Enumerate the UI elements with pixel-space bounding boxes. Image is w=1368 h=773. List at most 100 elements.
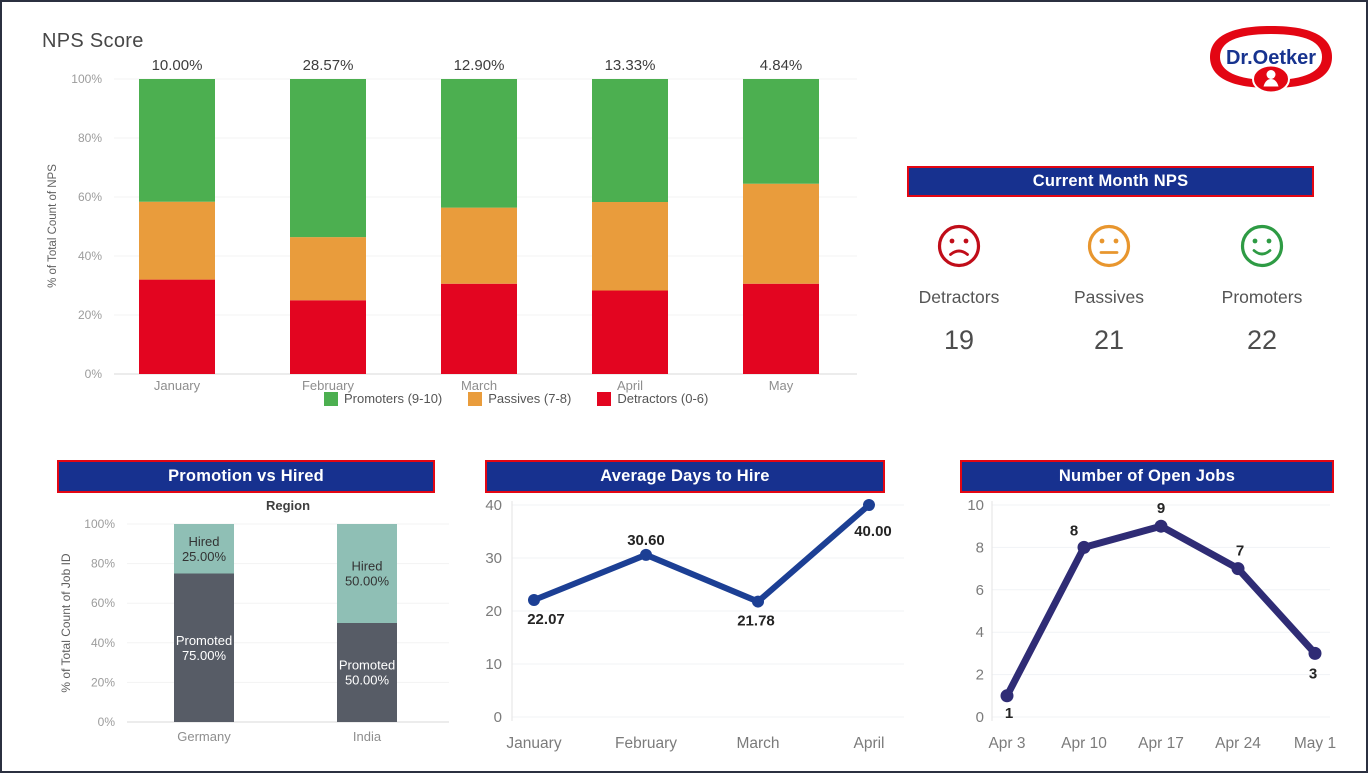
y-tick-label: 0 <box>494 709 502 726</box>
bar-segment[interactable] <box>139 279 215 374</box>
x-tick-label: Apr 10 <box>1061 735 1107 752</box>
bar-segment[interactable] <box>290 79 366 238</box>
passives-label: Passives <box>1073 287 1145 307</box>
current-month-passives: Passives 21 <box>1049 223 1169 356</box>
bar-segment[interactable] <box>743 283 819 374</box>
data-point[interactable] <box>752 595 764 608</box>
bar-total-label: 28.57% <box>303 57 354 74</box>
bar-segment[interactable] <box>592 79 668 203</box>
x-tick-label: January <box>154 378 201 393</box>
bar-segment[interactable] <box>290 300 366 374</box>
bar-segment[interactable] <box>290 237 366 301</box>
average-days-to-hire-header-text: Average Days to Hire <box>600 467 770 485</box>
promoters-happy-face-icon <box>1239 223 1285 269</box>
bar-segment[interactable] <box>174 524 234 574</box>
data-point[interactable] <box>1308 646 1322 660</box>
data-point[interactable] <box>1077 540 1091 554</box>
y-tick-label: 20% <box>91 675 115 689</box>
x-tick-label: May <box>769 378 794 393</box>
y-tick-label: 40% <box>91 636 115 650</box>
x-tick-label: Apr 24 <box>1215 735 1261 752</box>
trend-line[interactable] <box>1003 522 1319 700</box>
x-tick-label: Germany <box>177 729 231 744</box>
bar-segment[interactable] <box>139 201 215 280</box>
x-tick-label: February <box>302 378 355 393</box>
current-month-nps-header: Current Month NPS <box>907 166 1314 197</box>
segment-label: Hired 25.00% <box>182 534 227 564</box>
detractors-sad-face-icon <box>936 223 982 269</box>
trend-line[interactable] <box>531 502 872 605</box>
logo-text: Dr.Oetker <box>1226 47 1316 69</box>
x-tick-label: March <box>461 378 497 393</box>
data-point-label: 30.60 <box>627 532 665 549</box>
nps-score-title-text: NPS Score <box>42 30 144 52</box>
x-tick-label: Apr 3 <box>988 735 1025 752</box>
nps-score-chart[interactable]: 0% 20% 40% 60% 80% 100% % of Total Count of NP… <box>42 56 862 402</box>
bar-segment[interactable] <box>743 183 819 284</box>
bar-segment[interactable] <box>337 524 397 623</box>
x-tick-label: India <box>353 729 382 744</box>
data-point-label: 8 <box>1070 522 1078 539</box>
data-point[interactable] <box>863 499 875 511</box>
data-point[interactable] <box>1154 519 1168 533</box>
segment-label: Promoted 75.00% <box>176 633 232 663</box>
bar-segment[interactable] <box>174 573 234 723</box>
legend-swatch <box>468 391 483 406</box>
data-point-label: 1 <box>1005 705 1013 722</box>
x-tick-label: February <box>615 735 677 752</box>
y-axis-title: % of Total Count of NPS <box>47 164 59 288</box>
x-tick-label: April <box>617 378 643 393</box>
legend-label: Detractors (0-6) <box>617 391 709 406</box>
data-point-label: 21.78 <box>737 613 775 630</box>
data-point[interactable] <box>1231 562 1245 576</box>
y-tick-label: 0 <box>976 709 984 726</box>
legend-item[interactable]: Promoters (9-10) <box>324 391 442 406</box>
bar-segment[interactable] <box>743 79 819 184</box>
y-tick-label: 80% <box>78 131 102 145</box>
y-tick-label: 6 <box>976 582 984 599</box>
dr-oetker-logo: Dr.Oetker <box>1208 24 1334 99</box>
number-of-open-jobs-chart[interactable]: 0 2 4 6 8 10 1 Apr 3 8 Apr 10 9 Apr 17 7 Apr 24 3 May 1 <box>942 496 1342 758</box>
data-point[interactable] <box>1000 689 1014 703</box>
x-tick-label: Apr 17 <box>1138 735 1184 752</box>
x-tick-label: April <box>853 735 884 752</box>
promoters-value: 22 <box>1246 325 1278 355</box>
y-tick-label: 0% <box>85 367 103 381</box>
y-tick-label: 10 <box>485 656 502 673</box>
y-tick-label: 100% <box>71 72 102 86</box>
nps-score-chart-title: NPS Score <box>42 30 144 53</box>
number-of-open-jobs-header-text: Number of Open Jobs <box>1058 467 1236 485</box>
legend-item[interactable]: Passives (7-8) <box>468 391 571 406</box>
legend-item[interactable]: Detractors (0-6) <box>597 391 708 406</box>
bar-segment[interactable] <box>337 623 397 722</box>
dr-oetker-logo-icon: Dr.Oetker <box>1210 26 1332 94</box>
legend-swatch <box>597 391 612 406</box>
bar-segment[interactable] <box>441 79 517 208</box>
bar-total-label: 4.84% <box>760 57 803 74</box>
data-point[interactable] <box>528 594 540 607</box>
bar-segment[interactable] <box>592 202 668 291</box>
x-tick-label: May 1 <box>1294 735 1336 752</box>
promotion-vs-hired-chart[interactable]: 0% 20% 40% 60% 80% 100% % of Total Count of Jo… <box>57 496 457 758</box>
data-point-label: 40.00 <box>854 523 892 540</box>
legend-label: Promoters (9-10) <box>344 391 443 406</box>
segment-label: Hired 50.00% <box>345 559 390 589</box>
y-tick-label: 4 <box>976 624 984 641</box>
bar-segment[interactable] <box>441 207 517 284</box>
current-month-promoters: Promoters 22 <box>1202 223 1322 356</box>
average-days-to-hire-chart[interactable]: 0 10 20 30 40 22.07 January 30.60 February 21.78 M… <box>472 496 912 758</box>
promotion-vs-hired-header-text: Promotion vs Hired <box>168 467 324 485</box>
x-tick-label: March <box>736 735 779 752</box>
y-tick-label: 60% <box>91 596 115 610</box>
y-tick-label: 20 <box>485 603 502 620</box>
bar-segment[interactable] <box>441 283 517 374</box>
legend-label: Passives (7-8) <box>488 391 572 406</box>
data-point[interactable] <box>640 548 652 561</box>
legend-swatch <box>324 391 338 406</box>
y-tick-label: 20% <box>78 308 102 322</box>
bar-segment[interactable] <box>592 290 668 374</box>
bar-total-label: 13.33% <box>605 57 656 74</box>
bar-segment[interactable] <box>139 79 215 202</box>
y-tick-label: 0% <box>98 715 116 729</box>
y-tick-label: 40% <box>78 249 102 263</box>
